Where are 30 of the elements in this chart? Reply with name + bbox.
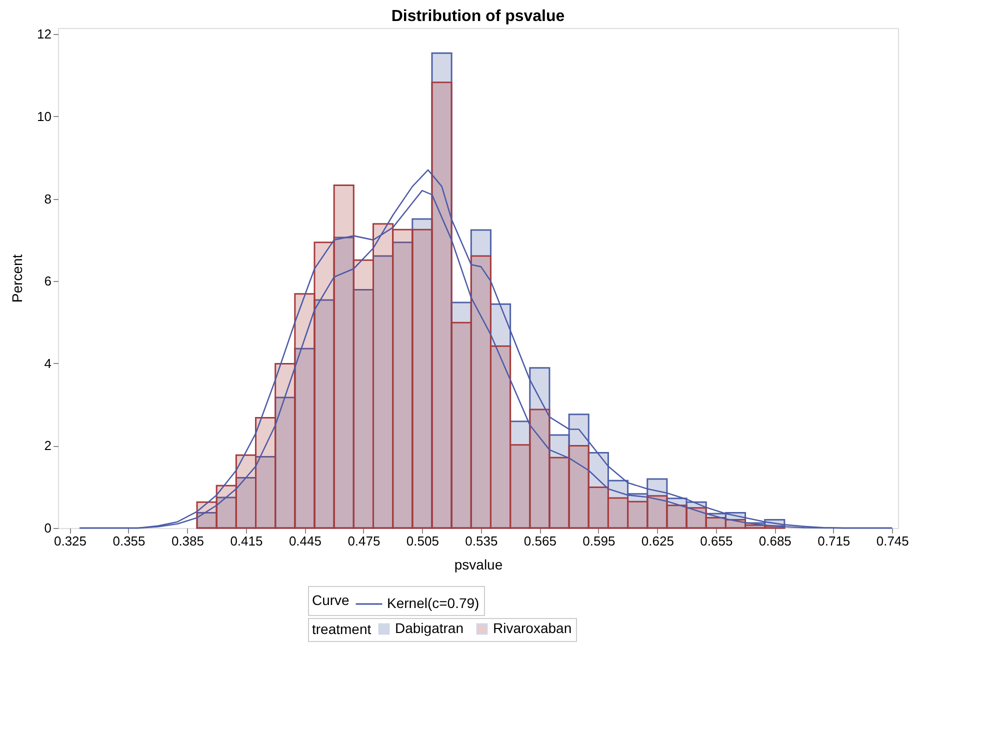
x-tick-label: 0.745 — [876, 534, 909, 548]
x-tick-label: 0.355 — [112, 534, 146, 548]
y-tick-label: 12 — [37, 26, 52, 42]
x-tick-label: 0.415 — [230, 534, 263, 548]
x-tick-label: 0.505 — [406, 534, 439, 548]
x-tick-label: 0.535 — [465, 534, 498, 548]
x-tick-label: 0.685 — [758, 534, 792, 548]
y-tick-label: 10 — [37, 108, 52, 124]
x-tick-label: 0.715 — [818, 534, 850, 548]
legend-label: Dabigatran — [395, 620, 464, 636]
x-tick-label: 0.625 — [641, 534, 674, 548]
x-tick-label: 0.565 — [524, 534, 556, 548]
y-tick-label: 0 — [44, 520, 52, 536]
text: Curve — [312, 592, 350, 608]
x-tick-label: 0.385 — [171, 534, 204, 548]
x-axis-title: psvalue — [454, 556, 503, 572]
y-tick-label: 4 — [44, 356, 52, 371]
y-tick-label: 6 — [44, 274, 52, 289]
legend-title: treatment — [312, 621, 372, 637]
y-tick-label: 2 — [44, 438, 52, 454]
legend-label: Rivaroxaban — [493, 620, 572, 636]
y-tick-label: 8 — [44, 191, 52, 206]
legend-label: Kernel(c=0.79) — [387, 595, 480, 611]
x-tick-label: 0.445 — [288, 534, 322, 548]
x-tick-label: 0.325 — [54, 534, 87, 548]
chart-title: Distribution of psvalue — [391, 8, 565, 25]
x-tick-label: 0.595 — [582, 534, 616, 548]
y-axis-title: Percent — [9, 254, 26, 303]
x-tick-label: 0.475 — [348, 534, 380, 548]
x-tick-label: 0.655 — [700, 534, 733, 548]
